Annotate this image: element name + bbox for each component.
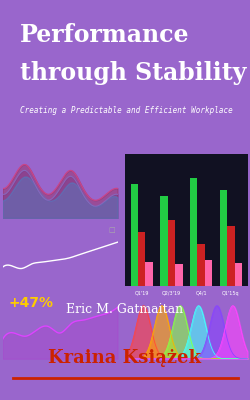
Bar: [130, 184, 138, 286]
Bar: [160, 196, 168, 286]
Text: through Stability: through Stability: [20, 61, 246, 85]
Bar: [138, 232, 145, 286]
Text: Kraina Książek: Kraina Książek: [48, 350, 202, 367]
Bar: [205, 260, 212, 286]
Bar: [220, 190, 227, 286]
Text: □: □: [108, 226, 115, 232]
Text: Creating a Predictable and Efficient Workplace: Creating a Predictable and Efficient Wor…: [20, 106, 233, 115]
Text: Performance: Performance: [20, 23, 190, 47]
Bar: [168, 220, 175, 286]
Bar: [234, 263, 242, 286]
Bar: [146, 262, 153, 286]
Bar: [198, 244, 205, 286]
Text: Eric M. Gatmaitan: Eric M. Gatmaitan: [66, 303, 184, 316]
Bar: [175, 264, 182, 286]
Bar: [227, 226, 234, 286]
Bar: [190, 178, 198, 286]
Text: +47%: +47%: [8, 296, 53, 310]
